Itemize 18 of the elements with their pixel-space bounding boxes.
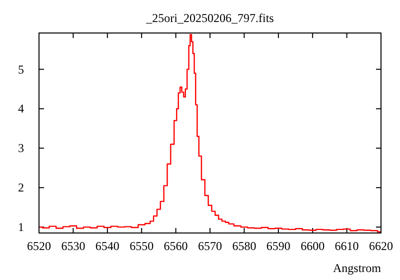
x-axis-title: Angstrom [333, 261, 382, 275]
y-tick-label: 4 [18, 102, 24, 116]
x-tick-label: 6620 [369, 239, 393, 253]
x-tick-label: 6550 [130, 239, 154, 253]
y-tick-label: 2 [18, 180, 24, 195]
chart-title: _25ori_20250206_797.fits [145, 11, 274, 25]
y-tick-label: 3 [18, 141, 24, 156]
y-tick-label: 5 [18, 62, 24, 76]
x-tick-label: 6520 [27, 239, 51, 253]
x-tick-label: 6600 [300, 239, 325, 253]
x-tick-label: 6580 [232, 239, 256, 253]
y-tick-label: 1 [18, 220, 24, 234]
x-tick-label: 6530 [61, 239, 86, 253]
x-tick-label: 6540 [95, 239, 120, 253]
x-tick-label: 6560 [164, 239, 188, 253]
x-tick-label: 6610 [334, 239, 359, 253]
x-tick-label: 6590 [266, 239, 290, 253]
x-tick-label: 6570 [198, 239, 222, 253]
